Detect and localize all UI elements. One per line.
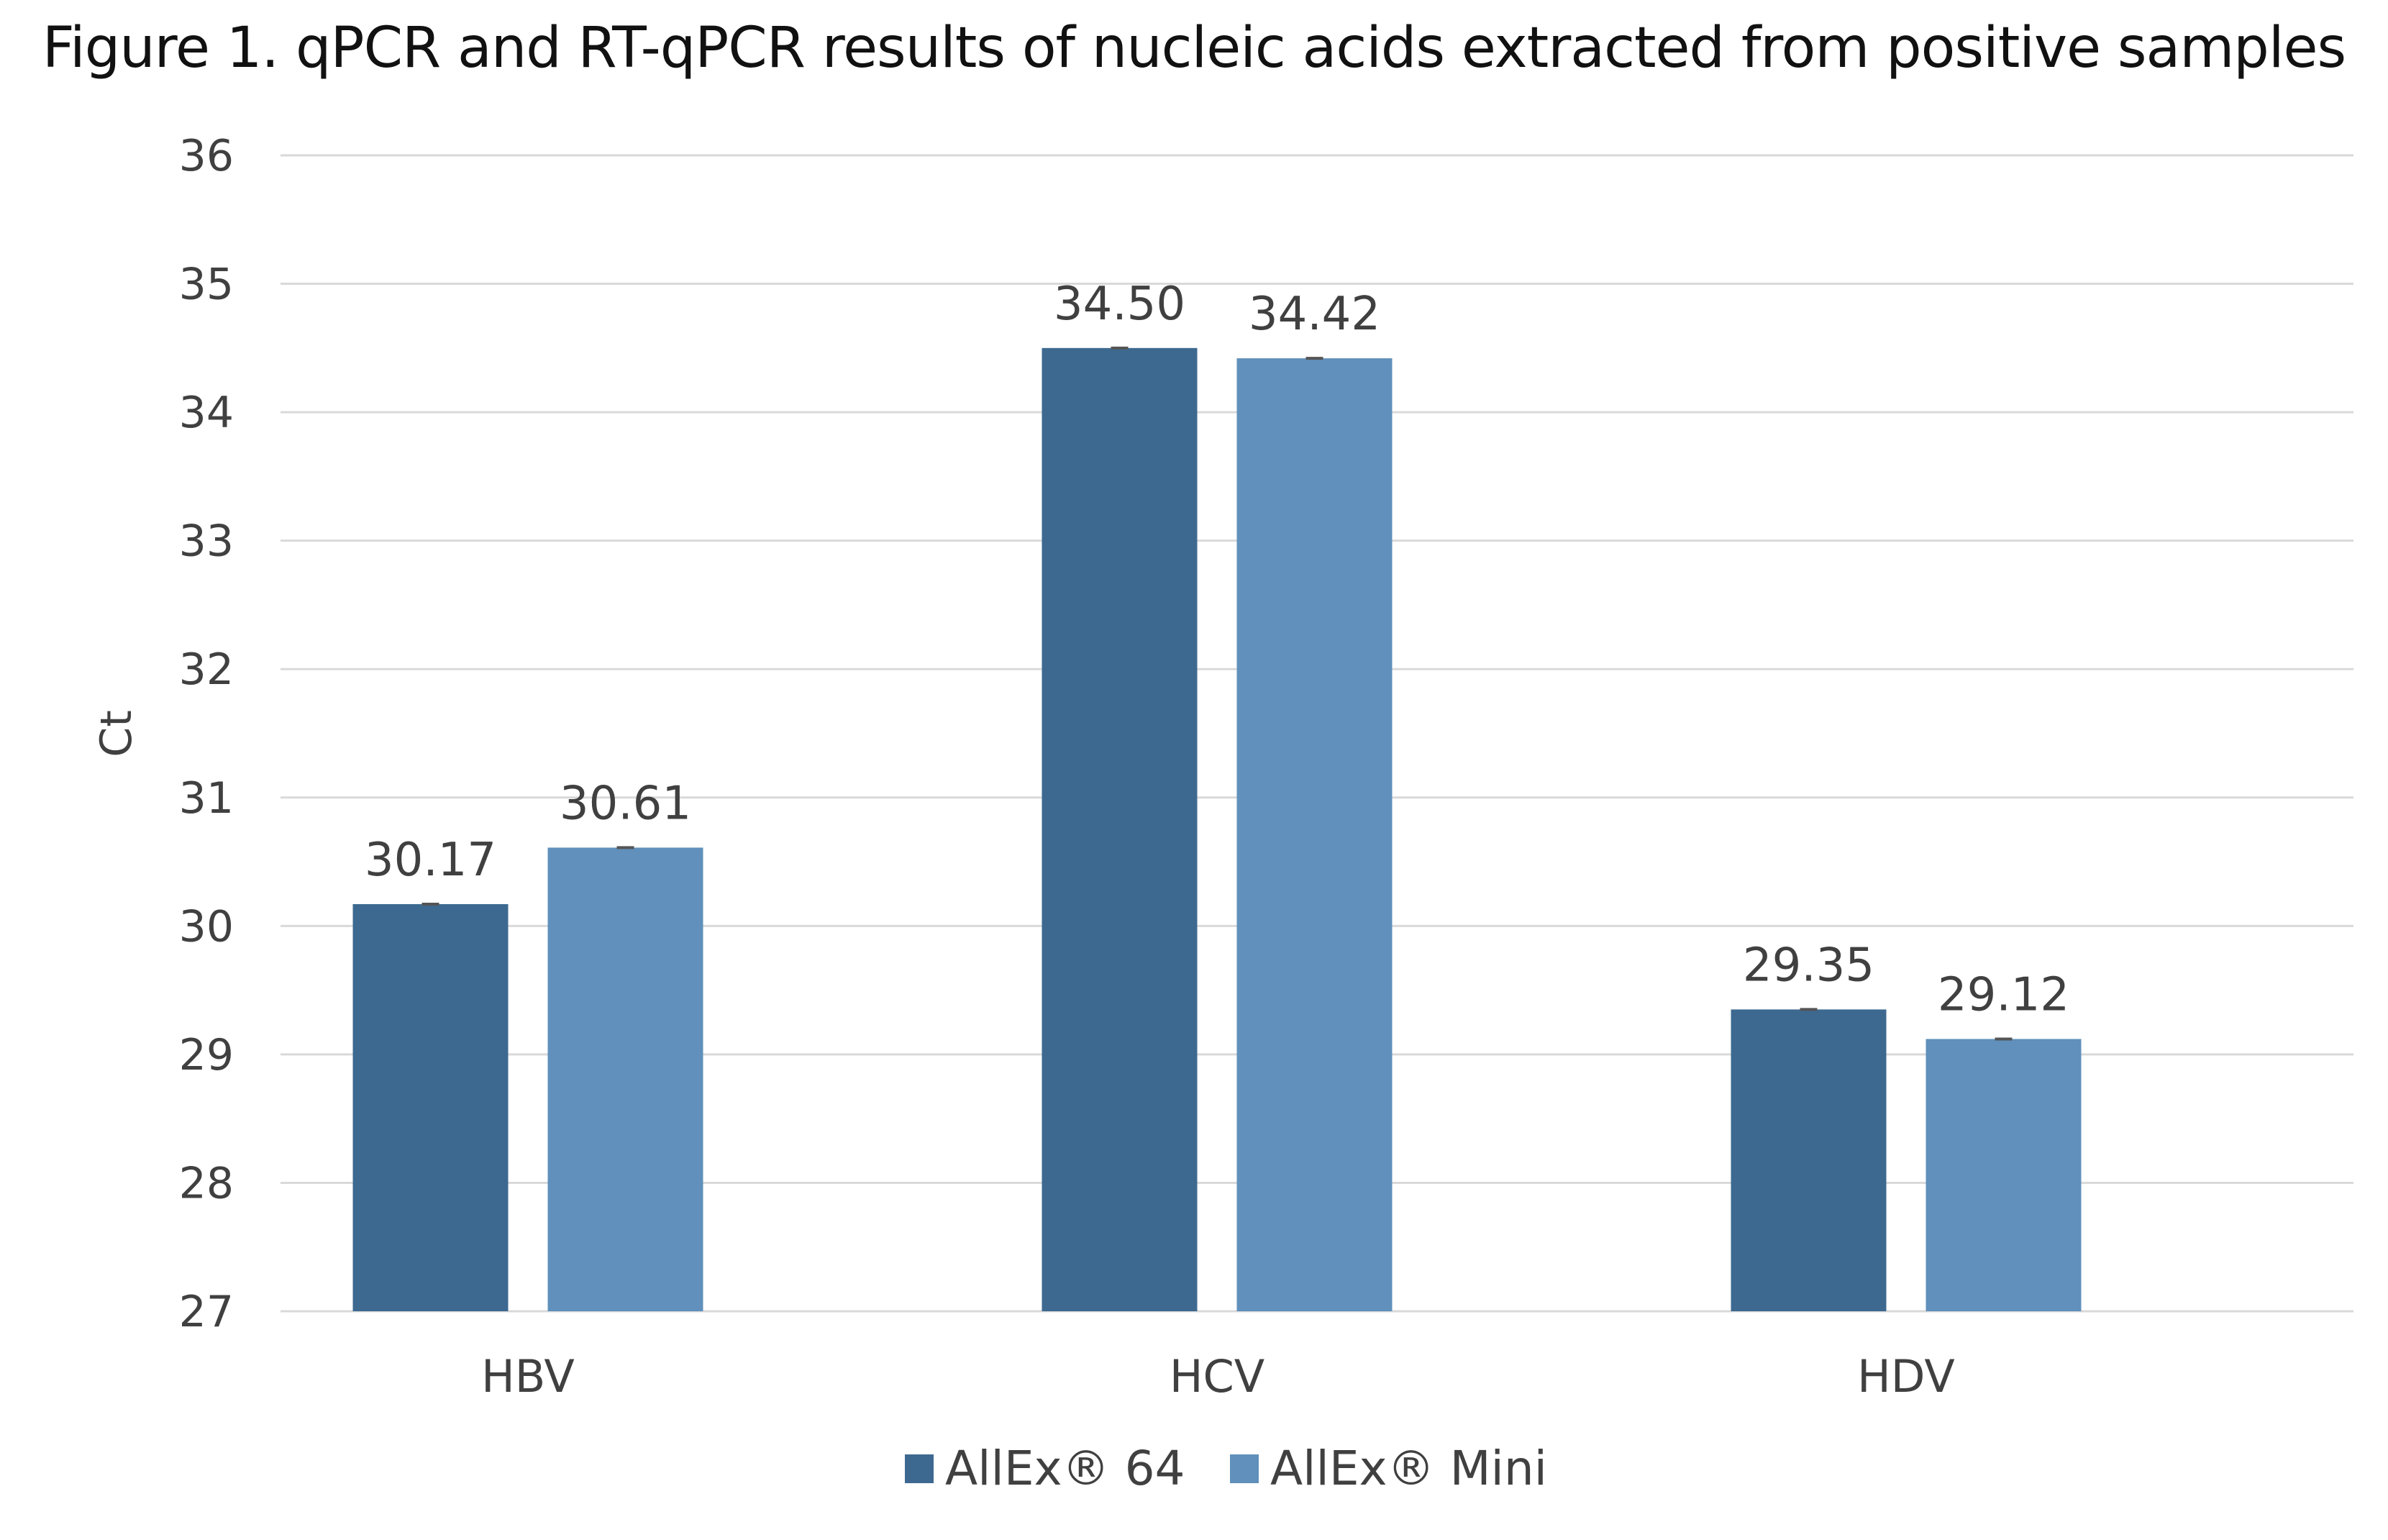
data-label-hdv-series-1: 29.35 [1743,939,1874,992]
bar-hbv-series-2 [547,847,703,1311]
x-tick-label-hcv: HCV [1170,1350,1264,1403]
data-label-hcv-series-1: 34.50 [1054,278,1185,331]
y-axis-label: Ct [91,710,142,757]
x-tick-label-hbv: HBV [481,1350,575,1403]
y-tick-label-28: 28 [179,1158,234,1208]
bar-hdv-series-1 [1731,1009,1887,1311]
y-tick-label-33: 33 [179,516,234,567]
legend-label-allex-64: AllEx® 64 [945,1441,1185,1496]
legend-swatch-allex-mini [1230,1454,1259,1483]
y-tick-label-31: 31 [179,773,234,824]
data-labels: 30.17 30.61 34.50 34.42 29.35 29.12 [365,278,2069,1022]
bar-hbv-series-1 [352,903,509,1311]
data-label-hdv-series-2: 29.12 [1938,968,2069,1021]
y-tick-label-35: 35 [179,260,234,310]
legend-swatch-allex-64 [905,1454,934,1483]
legend-label-allex-mini: AllEx® Mini [1270,1441,1547,1496]
y-tick-label-27: 27 [179,1287,234,1337]
y-tick-label-32: 32 [179,644,234,695]
bar-hcv-series-2 [1236,358,1393,1311]
data-label-hcv-series-2: 34.42 [1249,288,1380,341]
y-axis-ticks: 27 28 29 30 31 32 33 34 35 36 [179,131,234,1337]
data-label-hbv-series-2: 30.61 [560,777,691,830]
y-tick-label-29: 29 [179,1030,234,1080]
data-label-hbv-series-1: 30.17 [365,834,496,887]
legend: AllEx® 64 AllEx® Mini [905,1441,1547,1496]
x-axis-categories: HBV HCV HDV [481,1350,1955,1403]
bar-hdv-series-2 [1926,1039,2082,1311]
error-bars [421,346,2013,1041]
x-tick-label-hdv: HDV [1857,1350,1955,1403]
y-tick-label-30: 30 [179,901,234,952]
y-tick-label-34: 34 [179,388,234,438]
chart-title: Figure 1. qPCR and RT-qPCR results of nu… [42,16,2346,81]
bar-hcv-series-1 [1042,347,1198,1311]
bars [352,347,2082,1311]
y-tick-label-36: 36 [179,131,234,181]
